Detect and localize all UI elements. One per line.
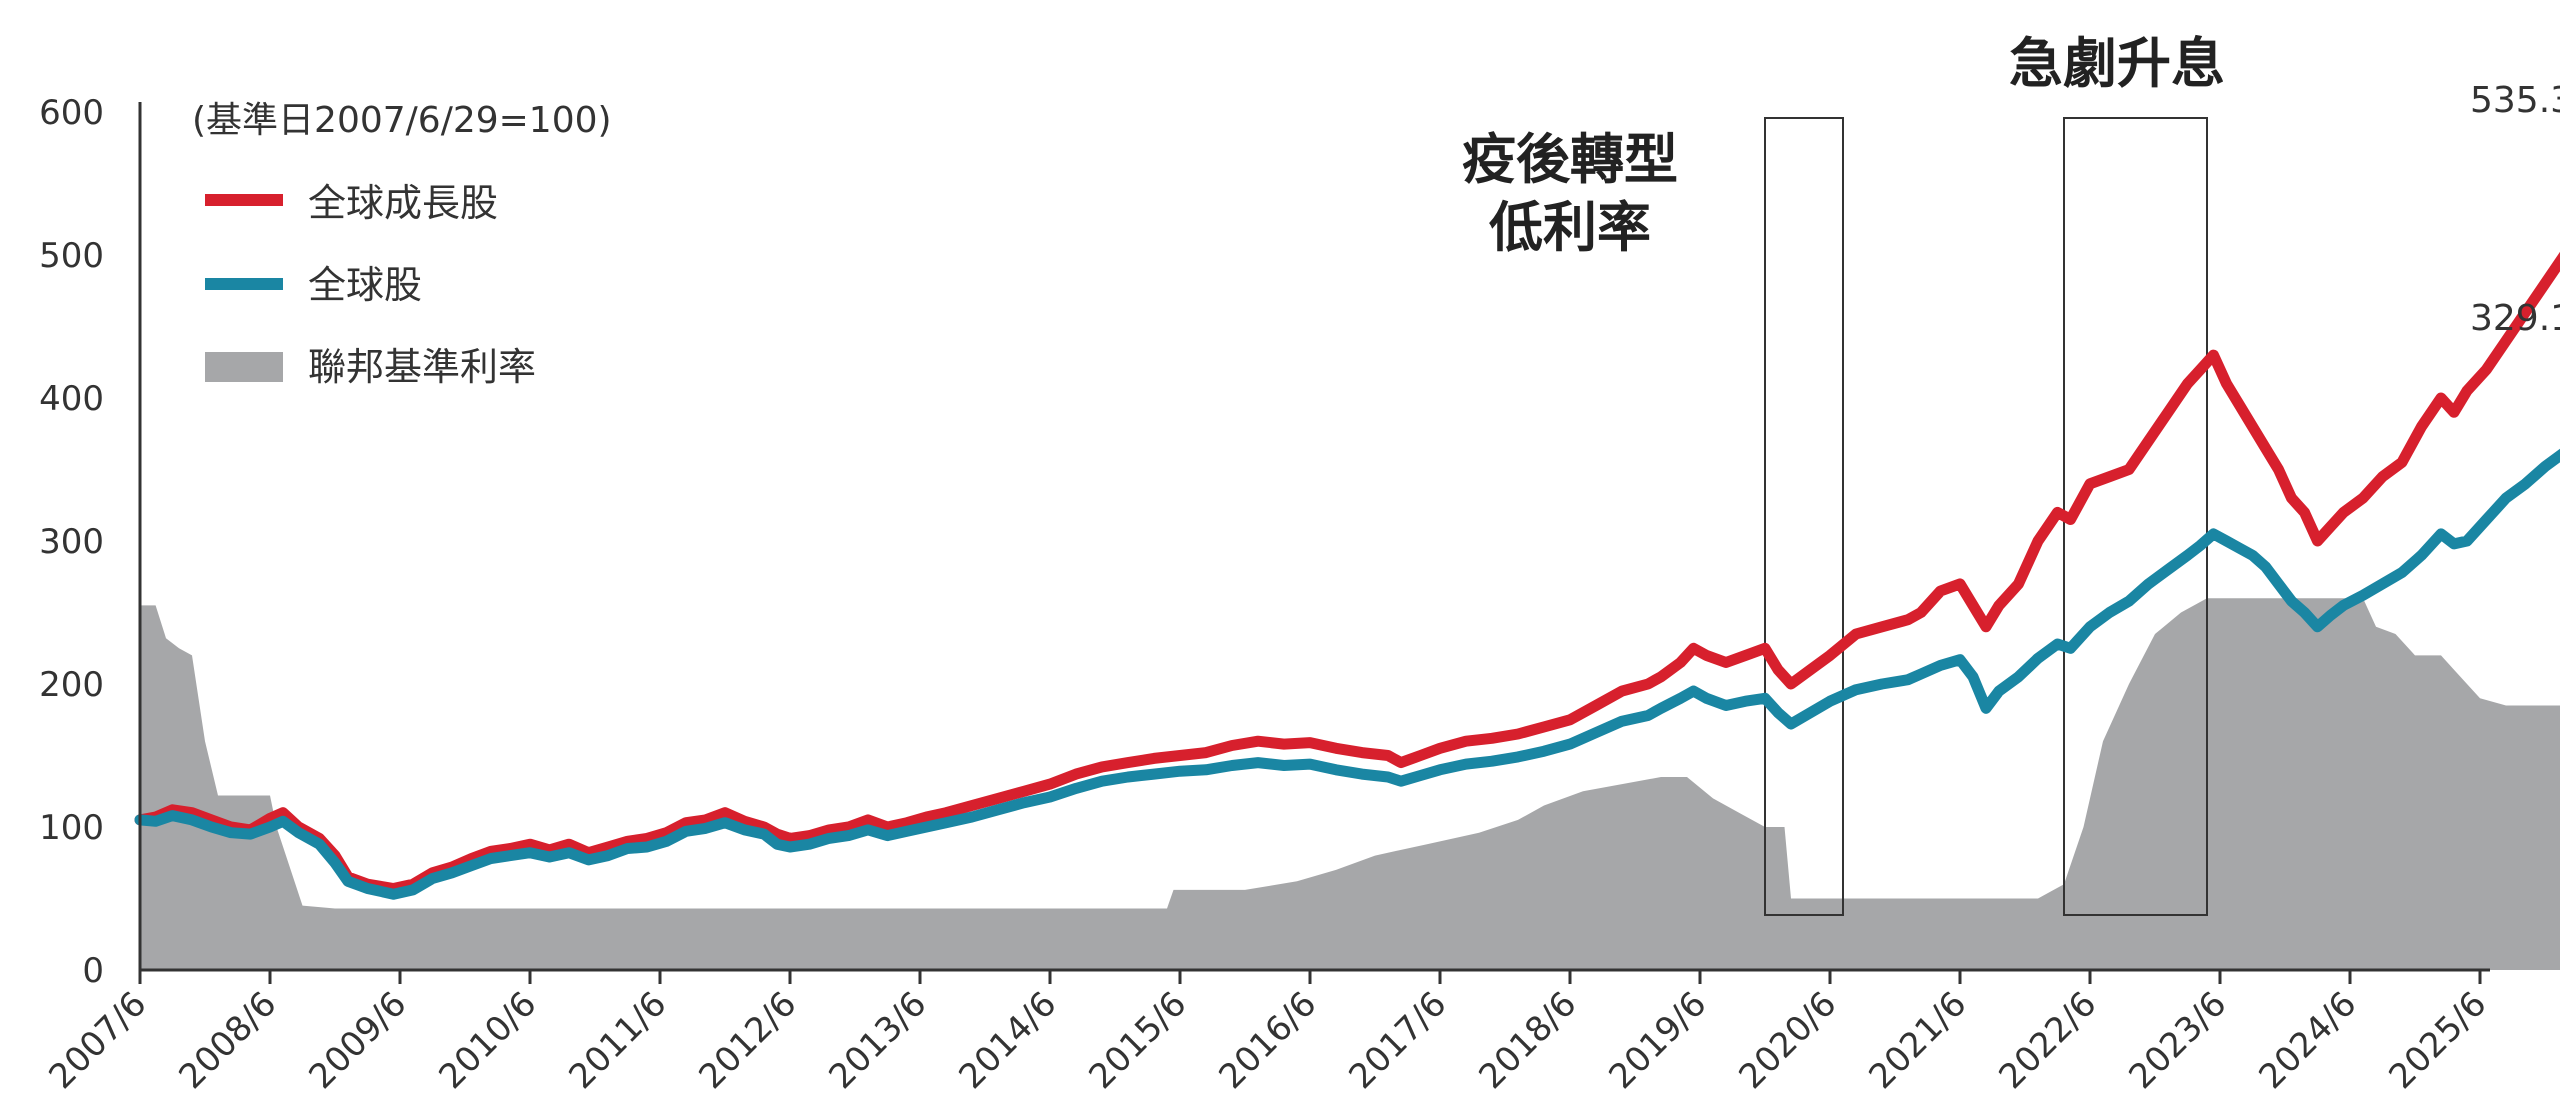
x-tick-label: 2021/6 bbox=[1861, 984, 1974, 1097]
x-tick-label: 2010/6 bbox=[431, 984, 544, 1097]
x-tick-label: 2012/6 bbox=[691, 984, 804, 1097]
legend-swatch-global bbox=[205, 278, 283, 290]
y-tick-label: 0 bbox=[82, 951, 104, 991]
x-tick-label: 2023/6 bbox=[2121, 984, 2234, 1097]
annotation-box-1 bbox=[1764, 117, 1844, 916]
x-tick-label: 2007/6 bbox=[41, 984, 154, 1097]
area-series-fed-rate bbox=[140, 598, 2560, 970]
x-tick-label: 2020/6 bbox=[1731, 984, 1844, 1097]
line-series-growth bbox=[134, 251, 2560, 894]
x-tick-label: 2025/6 bbox=[2381, 984, 2494, 1097]
x-tick-label: 2013/6 bbox=[821, 984, 934, 1097]
x-tick-label: 2016/6 bbox=[1211, 984, 1324, 1097]
legend-label-growth: 全球成長股 bbox=[308, 181, 498, 225]
annotation-text-layer: 疫後轉型 低利率 急劇升息 bbox=[1462, 32, 2225, 259]
x-tick-label: 2015/6 bbox=[1081, 984, 1194, 1097]
annotation-label-post-covid-line2: 低利率 bbox=[1489, 196, 1651, 259]
legend-swatch-growth bbox=[205, 194, 283, 206]
annotation-label-post-covid-line1: 疫後轉型 bbox=[1462, 128, 1678, 191]
legend: (基準日2007/6/29=100) 全球成長股 全球股 聯邦基準利率 bbox=[192, 100, 612, 389]
y-tick-label: 300 bbox=[39, 522, 104, 562]
x-tick-label: 2018/6 bbox=[1471, 984, 1584, 1097]
line-series-global bbox=[134, 448, 2560, 900]
x-tick-label: 2009/6 bbox=[301, 984, 414, 1097]
x-tick-label: 2008/6 bbox=[171, 984, 284, 1097]
y-tick-label: 200 bbox=[39, 665, 104, 705]
y-tick-label: 100 bbox=[39, 808, 104, 848]
x-tick-label: 2014/6 bbox=[951, 984, 1064, 1097]
x-tick-label: 2024/6 bbox=[2251, 984, 2364, 1097]
end-label-layer: 535.31 329.16 bbox=[2470, 80, 2560, 339]
annotation-label-rate-hike: 急劇升息 bbox=[2009, 32, 2225, 95]
y-tick-label: 400 bbox=[39, 379, 104, 419]
x-tick-label: 2017/6 bbox=[1341, 984, 1454, 1097]
legend-label-fedrate: 聯邦基準利率 bbox=[308, 345, 536, 389]
base-date-note: (基準日2007/6/29=100) bbox=[192, 100, 612, 141]
x-tick-label: 2019/6 bbox=[1601, 984, 1714, 1097]
line-layer bbox=[134, 251, 2560, 900]
end-value-growth: 535.31 bbox=[2470, 80, 2560, 121]
y-tick-label: 600 bbox=[39, 93, 104, 133]
end-value-global: 329.16 bbox=[2470, 298, 2560, 339]
y-tick-label: 500 bbox=[39, 236, 104, 276]
legend-label-global: 全球股 bbox=[308, 263, 422, 307]
x-tick-label: 2011/6 bbox=[561, 984, 674, 1097]
area-layer bbox=[140, 598, 2560, 970]
x-tick-label: 2022/6 bbox=[1991, 984, 2104, 1097]
legend-swatch-fedrate bbox=[205, 352, 283, 382]
